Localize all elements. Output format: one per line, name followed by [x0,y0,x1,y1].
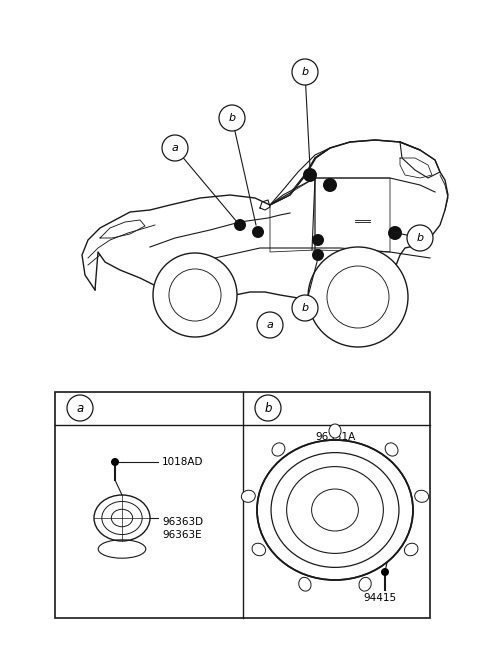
Circle shape [111,458,119,466]
Ellipse shape [299,577,311,591]
Ellipse shape [257,440,413,580]
Circle shape [323,178,337,192]
Circle shape [153,253,237,337]
Ellipse shape [329,424,341,438]
Ellipse shape [405,543,418,556]
Ellipse shape [359,577,371,591]
Circle shape [234,219,246,231]
Text: b: b [301,67,309,77]
Ellipse shape [241,490,255,502]
Circle shape [67,395,93,421]
Circle shape [257,312,283,338]
Bar [55,392,430,618]
Text: a: a [171,143,179,153]
Circle shape [162,135,188,161]
Text: 96363E: 96363E [162,530,202,540]
Text: 96331A: 96331A [315,432,355,442]
Circle shape [312,249,324,261]
Ellipse shape [385,443,398,456]
Text: b: b [417,233,423,243]
Circle shape [219,105,245,131]
Circle shape [407,225,433,251]
Text: 96363D: 96363D [162,517,203,527]
Circle shape [252,226,264,238]
Circle shape [303,168,317,182]
Circle shape [308,247,408,347]
Text: b: b [228,113,236,123]
Circle shape [292,295,318,321]
Circle shape [381,568,389,576]
Circle shape [292,59,318,85]
Circle shape [388,226,402,240]
Text: a: a [266,320,274,330]
Text: 94415: 94415 [363,593,396,603]
Text: b: b [264,401,272,415]
Text: 1018AD: 1018AD [162,457,204,467]
Circle shape [255,395,281,421]
Ellipse shape [252,543,265,556]
Text: b: b [301,303,309,313]
Ellipse shape [272,443,285,456]
Text: a: a [76,401,84,415]
Circle shape [312,234,324,246]
Ellipse shape [415,490,429,502]
